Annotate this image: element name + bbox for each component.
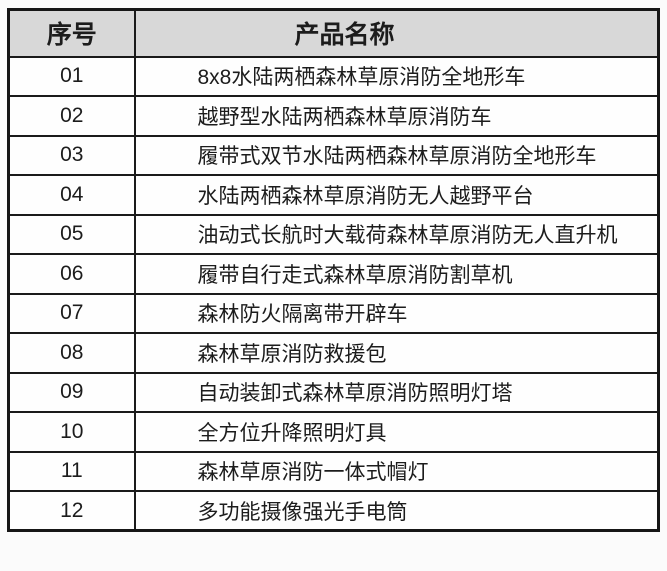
- product-name-cell: 全方位升降照明灯具: [133, 411, 660, 453]
- table-row: 02 越野型水陆两栖森林草原消防车: [7, 95, 660, 137]
- table-row: 07 森林防火隔离带开辟车: [7, 292, 660, 334]
- product-name-cell: 履带式双节水陆两栖森林草原消防全地形车: [133, 134, 660, 176]
- serial-number-cell: 08: [7, 332, 136, 374]
- table-row: 04 水陆两栖森林草原消防无人越野平台: [7, 174, 660, 216]
- table-row: 05 油动式长航时大载荷森林草原消防无人直升机: [7, 213, 660, 255]
- product-name-cell: 履带自行走式森林草原消防割草机: [133, 253, 660, 295]
- table-row: 12 多功能摄像强光手电筒: [7, 490, 660, 532]
- product-name-cell: 油动式长航时大载荷森林草原消防无人直升机: [133, 213, 660, 255]
- serial-number-cell: 01: [7, 55, 136, 97]
- serial-number-cell: 09: [7, 371, 136, 413]
- serial-number-cell: 10: [7, 411, 136, 453]
- table-row: 08 森林草原消防救援包: [7, 332, 660, 374]
- product-name-cell: 8x8水陆两栖森林草原消防全地形车: [133, 55, 660, 97]
- serial-number-cell: 05: [7, 213, 136, 255]
- product-name-cell: 越野型水陆两栖森林草原消防车: [133, 95, 660, 137]
- table-head: 序号 产品名称: [7, 8, 660, 58]
- table-row: 10 全方位升降照明灯具: [7, 411, 660, 453]
- table-row: 01 8x8水陆两栖森林草原消防全地形车: [7, 55, 660, 97]
- product-name-cell: 森林防火隔离带开辟车: [133, 292, 660, 334]
- table-row: 03 履带式双节水陆两栖森林草原消防全地形车: [7, 134, 660, 176]
- product-name-cell: 多功能摄像强光手电筒: [133, 490, 660, 532]
- serial-number-cell: 06: [7, 253, 136, 295]
- product-name-cell: 自动装卸式森林草原消防照明灯塔: [133, 371, 660, 413]
- table-row: 06 履带自行走式森林草原消防割草机: [7, 253, 660, 295]
- table-header-row: 序号 产品名称: [7, 8, 660, 58]
- product-name-cell: 森林草原消防一体式帽灯: [133, 450, 660, 492]
- header-serial-number: 序号: [7, 8, 136, 58]
- table-row: 09 自动装卸式森林草原消防照明灯塔: [7, 371, 660, 413]
- product-name-cell: 森林草原消防救援包: [133, 332, 660, 374]
- serial-number-cell: 07: [7, 292, 136, 334]
- serial-number-cell: 04: [7, 174, 136, 216]
- table-body: 01 8x8水陆两栖森林草原消防全地形车 02 越野型水陆两栖森林草原消防车 03 履带式…: [7, 55, 660, 532]
- serial-number-cell: 03: [7, 134, 136, 176]
- product-name-cell: 水陆两栖森林草原消防无人越野平台: [133, 174, 660, 216]
- product-table: 序号 产品名称 01 8x8水陆两栖森林草原消防全地形车 02 越野型水陆两栖森林草原…: [7, 8, 660, 532]
- serial-number-cell: 02: [7, 95, 136, 137]
- table-row: 11 森林草原消防一体式帽灯: [7, 450, 660, 492]
- serial-number-cell: 11: [7, 450, 136, 492]
- header-product-name: 产品名称: [133, 8, 660, 58]
- page: 序号 产品名称 01 8x8水陆两栖森林草原消防全地形车 02 越野型水陆两栖森林草原…: [7, 8, 660, 532]
- serial-number-cell: 12: [7, 490, 136, 532]
